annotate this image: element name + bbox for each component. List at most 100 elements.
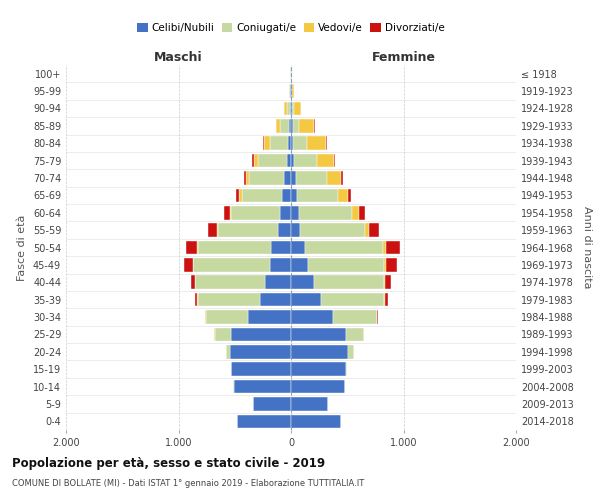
- Bar: [352, 206, 359, 220]
- Bar: [226, 345, 230, 358]
- Bar: [327, 171, 341, 185]
- Bar: [291, 119, 293, 132]
- Bar: [280, 206, 291, 220]
- Bar: [359, 206, 365, 220]
- Y-axis label: Fasce di età: Fasce di età: [17, 214, 27, 280]
- Bar: [341, 171, 343, 185]
- Bar: [271, 240, 291, 254]
- Bar: [218, 224, 277, 237]
- Bar: [197, 293, 260, 306]
- Legend: Celibi/Nubili, Coniugati/e, Vedovi/e, Divorziati/e: Celibi/Nubili, Coniugati/e, Vedovi/e, Di…: [133, 19, 449, 38]
- Bar: [291, 188, 297, 202]
- Bar: [289, 84, 290, 98]
- Bar: [265, 276, 291, 289]
- Bar: [291, 414, 341, 428]
- Bar: [197, 240, 271, 254]
- Bar: [291, 397, 328, 410]
- Bar: [291, 258, 308, 272]
- Bar: [369, 224, 379, 237]
- Bar: [300, 224, 365, 237]
- Bar: [277, 224, 291, 237]
- Bar: [287, 136, 291, 150]
- Bar: [291, 276, 314, 289]
- Bar: [287, 102, 290, 115]
- Bar: [291, 310, 332, 324]
- Bar: [208, 224, 217, 237]
- Bar: [232, 362, 291, 376]
- Bar: [386, 258, 397, 272]
- Bar: [246, 171, 250, 185]
- Bar: [365, 224, 369, 237]
- Bar: [291, 206, 299, 220]
- Bar: [224, 206, 230, 220]
- Bar: [348, 188, 351, 202]
- Bar: [291, 328, 346, 341]
- Bar: [290, 102, 291, 115]
- Bar: [205, 310, 248, 324]
- Text: Popolazione per età, sesso e stato civile - 2019: Popolazione per età, sesso e stato civil…: [12, 458, 325, 470]
- Bar: [259, 154, 287, 168]
- Bar: [305, 240, 383, 254]
- Bar: [383, 240, 386, 254]
- Bar: [385, 293, 388, 306]
- Bar: [385, 276, 391, 289]
- Bar: [284, 171, 291, 185]
- Bar: [308, 258, 385, 272]
- Bar: [193, 258, 269, 272]
- Bar: [241, 188, 282, 202]
- Bar: [326, 136, 327, 150]
- Bar: [292, 102, 295, 115]
- Bar: [254, 154, 259, 168]
- Bar: [284, 102, 287, 115]
- Bar: [232, 328, 291, 341]
- Bar: [244, 171, 246, 185]
- Bar: [195, 293, 197, 306]
- Bar: [191, 276, 195, 289]
- Bar: [338, 188, 348, 202]
- Bar: [250, 171, 284, 185]
- Bar: [264, 136, 269, 150]
- Bar: [186, 240, 197, 254]
- Bar: [307, 136, 326, 150]
- Bar: [293, 136, 307, 150]
- Bar: [299, 206, 352, 220]
- Bar: [280, 119, 289, 132]
- Bar: [291, 240, 305, 254]
- Bar: [291, 171, 296, 185]
- Text: Maschi: Maschi: [154, 51, 203, 64]
- Bar: [260, 293, 291, 306]
- Bar: [184, 258, 193, 272]
- Bar: [269, 136, 287, 150]
- Bar: [230, 206, 232, 220]
- Bar: [233, 380, 291, 394]
- Bar: [332, 310, 377, 324]
- Bar: [269, 258, 291, 272]
- Bar: [291, 380, 345, 394]
- Bar: [277, 119, 280, 132]
- Bar: [248, 310, 291, 324]
- Bar: [291, 224, 300, 237]
- Bar: [287, 154, 291, 168]
- Bar: [317, 154, 334, 168]
- Bar: [252, 154, 254, 168]
- Bar: [215, 328, 232, 341]
- Bar: [291, 102, 292, 115]
- Bar: [322, 293, 385, 306]
- Text: COMUNE DI BOLLATE (MI) - Dati ISTAT 1° gennaio 2019 - Elaborazione TUTTITALIA.IT: COMUNE DI BOLLATE (MI) - Dati ISTAT 1° g…: [12, 479, 364, 488]
- Bar: [291, 345, 349, 358]
- Bar: [299, 119, 314, 132]
- Bar: [282, 188, 291, 202]
- Bar: [334, 154, 335, 168]
- Bar: [385, 258, 386, 272]
- Bar: [253, 397, 291, 410]
- Y-axis label: Anni di nascita: Anni di nascita: [582, 206, 592, 289]
- Bar: [295, 102, 301, 115]
- Bar: [289, 119, 291, 132]
- Bar: [232, 206, 280, 220]
- Bar: [263, 136, 264, 150]
- Bar: [297, 188, 338, 202]
- Bar: [346, 328, 364, 341]
- Bar: [217, 224, 218, 237]
- Bar: [314, 276, 385, 289]
- Bar: [236, 188, 239, 202]
